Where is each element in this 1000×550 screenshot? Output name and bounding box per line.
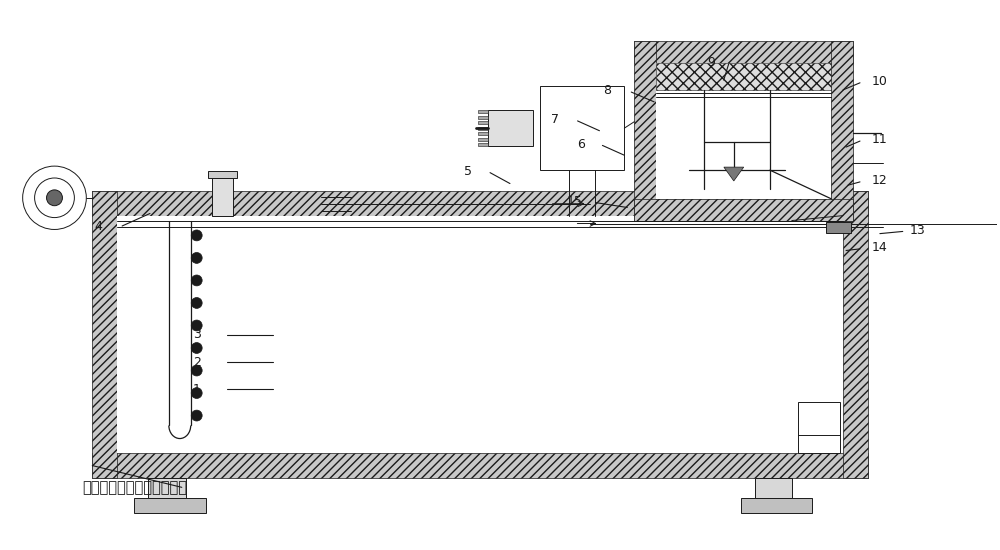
Bar [488, 111, 533, 146]
Bar [117, 216, 843, 453]
Bar [540, 86, 624, 170]
Circle shape [191, 320, 202, 331]
Text: 11: 11 [872, 134, 888, 146]
Text: 13: 13 [910, 224, 926, 237]
Bar [478, 143, 488, 146]
Bar [478, 138, 488, 140]
Polygon shape [724, 167, 744, 181]
Bar [148, 478, 186, 498]
Text: 8: 8 [603, 85, 611, 97]
Bar [208, 171, 237, 178]
Text: 3: 3 [193, 328, 201, 342]
Bar [478, 122, 488, 124]
Text: 10: 10 [872, 75, 888, 88]
Circle shape [191, 298, 202, 309]
Circle shape [191, 365, 202, 376]
Circle shape [191, 230, 202, 241]
Text: 9: 9 [707, 56, 715, 69]
Bar [634, 41, 656, 221]
Text: 12: 12 [872, 174, 888, 188]
Bar [656, 63, 831, 199]
Text: 15: 15 [567, 195, 583, 208]
Circle shape [35, 178, 74, 218]
Bar [634, 199, 853, 221]
Circle shape [47, 190, 62, 206]
Circle shape [191, 275, 202, 286]
Bar [134, 498, 206, 513]
Circle shape [191, 388, 202, 399]
Text: 4: 4 [94, 219, 102, 233]
Bar [92, 191, 117, 478]
Bar [741, 498, 812, 513]
Text: 7: 7 [551, 113, 559, 127]
Text: 5: 5 [464, 165, 472, 178]
Bar [478, 133, 488, 135]
Bar [212, 178, 233, 216]
Circle shape [191, 252, 202, 263]
Bar [831, 41, 853, 221]
Bar [634, 41, 853, 63]
Text: 6: 6 [578, 138, 585, 151]
Bar [798, 402, 840, 453]
Bar [478, 127, 488, 130]
Text: 14: 14 [872, 241, 888, 254]
Bar [656, 63, 831, 90]
Bar [843, 191, 868, 478]
Bar [826, 222, 851, 233]
Bar [478, 116, 488, 119]
Circle shape [23, 166, 86, 229]
Text: 2: 2 [193, 356, 201, 369]
Bar [92, 453, 868, 478]
Text: 1: 1 [193, 383, 201, 396]
Circle shape [191, 343, 202, 354]
Bar [478, 111, 488, 113]
Bar [755, 478, 792, 498]
Circle shape [191, 410, 202, 421]
Text: 陶瓷坯体车坯设备（置壳）: 陶瓷坯体车坯设备（置壳） [82, 480, 187, 495]
Bar [92, 191, 868, 216]
